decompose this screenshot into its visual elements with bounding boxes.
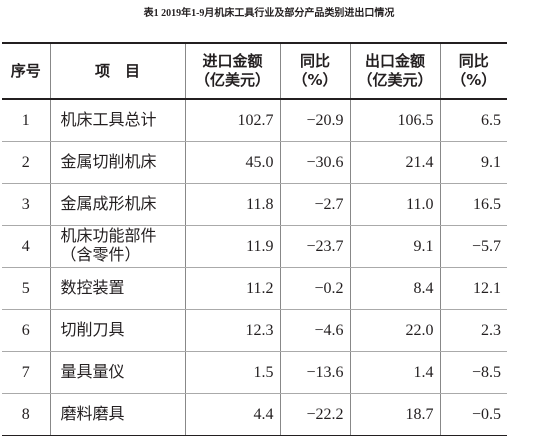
header-row: 序号项 目进口金额 （亿美元） 同比 （%） 出口金额 （亿美元） 同比 （%）: [2, 43, 507, 100]
header-text: 同比: [299, 52, 330, 70]
value-cell: 12.1: [439, 267, 507, 310]
item-text: 数控装置: [60, 279, 125, 297]
value-cell: 2.3: [439, 309, 507, 352]
index-cell: 4: [2, 225, 50, 268]
header-text: （亿美元）: [194, 71, 270, 89]
value-cell: −23.7: [279, 225, 350, 268]
item-cell: 金属成形机床: [49, 183, 185, 226]
item-text: 机床工具总计: [60, 111, 157, 129]
header-text: （亿美元）: [357, 71, 433, 89]
index-cell: 3: [2, 183, 50, 226]
value-cell: −30.6: [279, 141, 350, 184]
value-cell: 16.5: [439, 183, 507, 226]
index-cell: 5: [2, 267, 50, 310]
item-cell: 切削刀具: [49, 309, 185, 352]
value-cell: −20.9: [279, 99, 350, 142]
table-row: 4 机床功能部件 （含零件） 11.9 −23.7 9.1 −5.7: [2, 225, 507, 268]
value-cell: 9.1: [349, 225, 440, 268]
item-cell: 金属切削机床: [49, 141, 185, 184]
header-text: 出口金额: [364, 52, 425, 70]
value-cell: −2.7: [279, 183, 350, 226]
table-row: 3 金属成形机床 11.8 −2.7 11.0 16.5: [2, 183, 507, 226]
value-cell: 9.1: [439, 141, 507, 184]
value-cell: 22.0: [349, 309, 440, 352]
value-cell: 21.4: [349, 141, 440, 184]
item-text: 量具量仪: [60, 363, 125, 381]
table-title: 表1 2019年1-9月机床工具行业及部分产品类别进出口情况: [143, 8, 395, 19]
value-cell: 11.0: [349, 183, 440, 226]
item-cell: 机床功能部件 （含零件）: [49, 225, 185, 268]
value-cell: −4.6: [279, 309, 350, 352]
header-cell: 同比 （%）: [439, 43, 507, 100]
value-cell: 11.2: [184, 267, 280, 310]
header-cell: 项 目: [49, 43, 185, 100]
data-table: 序号项 目进口金额 （亿美元） 同比 （%） 出口金额 （亿美元） 同比 （%） 1 机床工具总…: [2, 42, 507, 436]
value-cell: −13.6: [279, 351, 350, 394]
header-text: 进口金额: [202, 52, 263, 70]
value-cell: 1.5: [184, 351, 280, 394]
item-cell: 数控装置: [49, 267, 185, 310]
value-cell: −22.2: [279, 393, 350, 436]
index-cell: 7: [2, 351, 50, 394]
value-cell: −8.5: [439, 351, 507, 394]
value-cell: −5.7: [439, 225, 507, 268]
value-cell: −0.2: [279, 267, 350, 310]
table-row: 8 磨料磨具 4.4 −22.2 18.7 −0.5: [2, 393, 507, 436]
value-cell: 18.7: [349, 393, 440, 436]
table-row: 1 机床工具总计 102.7 −20.9 106.5 6.5: [2, 99, 507, 142]
index-cell: 8: [2, 393, 50, 436]
item-text: 机床功能部件: [60, 228, 157, 245]
value-cell: 11.8: [184, 183, 280, 226]
header-text: 项 目: [94, 61, 140, 80]
index-cell: 6: [2, 309, 50, 352]
header-text: 同比: [458, 52, 489, 70]
value-cell: 102.7: [184, 99, 280, 142]
item-cell: 机床工具总计: [49, 99, 185, 142]
header-cell: 同比 （%）: [279, 43, 350, 100]
value-cell: 6.5: [439, 99, 507, 142]
item-text: （含零件）: [60, 247, 141, 264]
value-cell: −0.5: [439, 393, 507, 436]
value-cell: 1.4: [349, 351, 440, 394]
item-text: 切削刀具: [60, 321, 125, 339]
header-text: （%）: [292, 71, 338, 89]
table-row: 7 量具量仪 1.5 −13.6 1.4 −8.5: [2, 351, 507, 394]
table-row: 2 金属切削机床 45.0 −30.6 21.4 9.1: [2, 141, 507, 184]
value-cell: 4.4: [184, 393, 280, 436]
item-cell: 量具量仪: [49, 351, 185, 394]
item-text: 磨料磨具: [60, 405, 125, 423]
table-body: 1 机床工具总计 102.7 −20.9 106.5 6.5 2 金属切削机床 45.0 −30.…: [2, 99, 507, 436]
header-cell: 出口金额 （亿美元）: [349, 43, 440, 100]
table-row: 6 切削刀具 12.3 −4.6 22.0 2.3: [2, 309, 507, 352]
header-cell: 序号: [2, 43, 50, 100]
value-cell: 12.3: [184, 309, 280, 352]
item-text: 金属切削机床: [60, 153, 157, 171]
value-cell: 45.0: [184, 141, 280, 184]
value-cell: 8.4: [349, 267, 440, 310]
item-text: 金属成形机床: [60, 195, 157, 213]
header-text: （%）: [451, 71, 497, 89]
header-cell: 进口金额 （亿美元）: [184, 43, 280, 100]
value-cell: 11.9: [184, 225, 280, 268]
index-cell: 1: [2, 99, 50, 142]
index-cell: 2: [2, 141, 50, 184]
header-text: 序号: [10, 61, 41, 80]
value-cell: 106.5: [349, 99, 440, 142]
item-cell: 磨料磨具: [49, 393, 185, 436]
table-row: 5 数控装置 11.2 −0.2 8.4 12.1: [2, 267, 507, 310]
